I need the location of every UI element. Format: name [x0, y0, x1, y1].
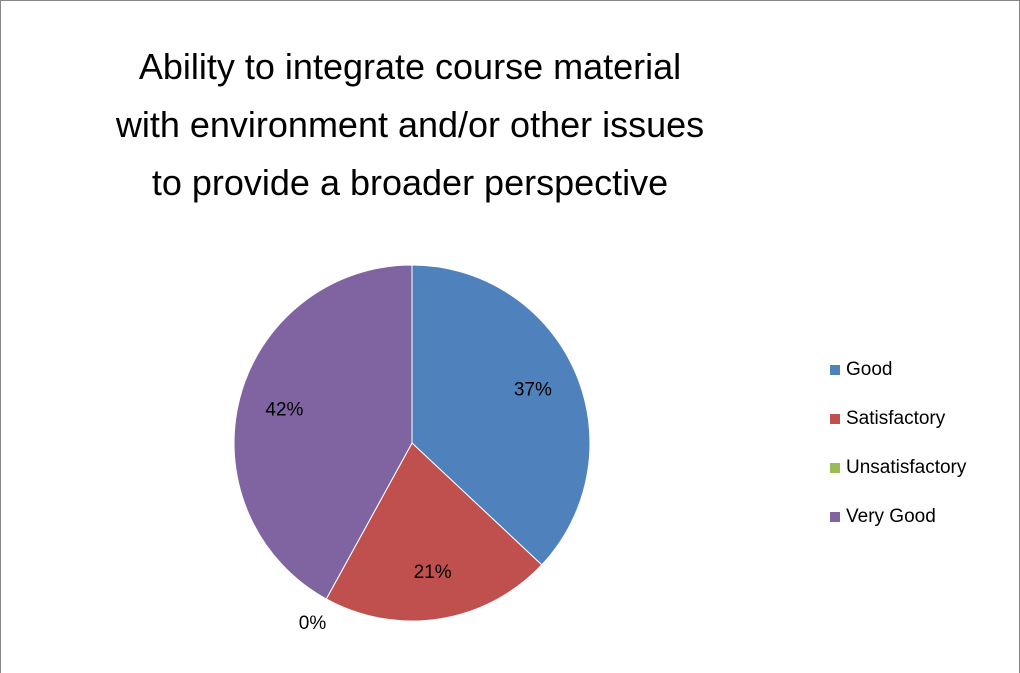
- legend-swatch: [830, 365, 840, 375]
- data-label: 0%: [299, 613, 327, 634]
- data-label: 37%: [514, 380, 552, 401]
- chart-title: Ability to integrate course material wit…: [115, 46, 705, 203]
- data-label: 21%: [414, 562, 452, 583]
- legend-label: Unsatisfactory: [846, 457, 967, 478]
- legend-swatch: [830, 414, 840, 424]
- data-label: 42%: [265, 399, 303, 420]
- pie-slice: [325, 442, 543, 622]
- legend-label: Good: [846, 359, 892, 380]
- legend-swatch: [830, 512, 840, 522]
- legend-label: Satisfactory: [846, 408, 946, 429]
- pie-slice: [411, 264, 591, 566]
- legend-swatch: [830, 463, 840, 473]
- legend-label: Very Good: [846, 506, 936, 527]
- pie-slice: [233, 264, 413, 600]
